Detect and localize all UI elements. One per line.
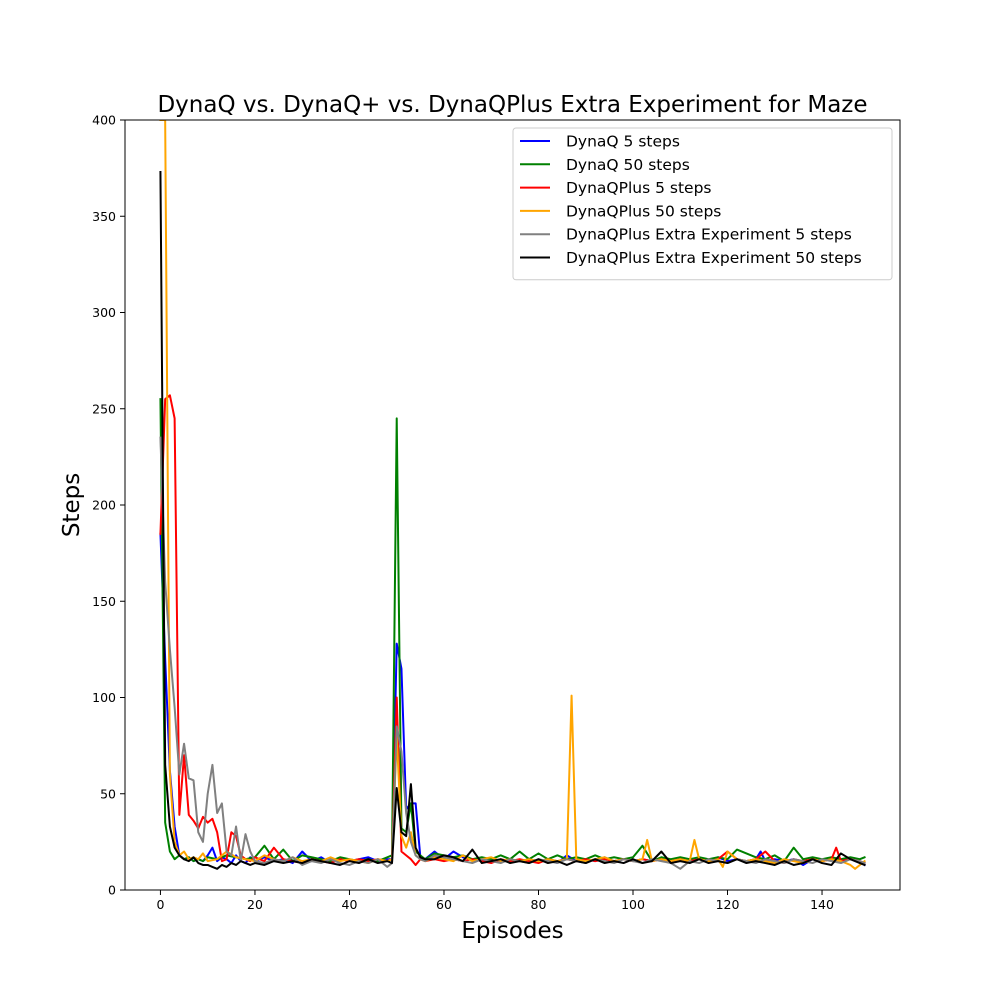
y-tick-label: 0 bbox=[108, 883, 116, 898]
y-axis-title: Steps bbox=[59, 473, 85, 537]
y-tick-label: 400 bbox=[92, 113, 116, 128]
x-tick-label: 100 bbox=[621, 897, 645, 912]
x-tick-label: 0 bbox=[156, 897, 164, 912]
x-axis: 0 20 40 60 80 100 120 140 bbox=[156, 890, 834, 912]
y-axis: 0 50 100 150 200 250 300 350 400 bbox=[92, 113, 125, 898]
y-tick-label: 350 bbox=[92, 209, 116, 224]
y-tick-label: 300 bbox=[92, 305, 116, 320]
x-axis-title: Episodes bbox=[461, 918, 563, 944]
x-tick-label: 120 bbox=[716, 897, 740, 912]
y-tick-label: 50 bbox=[100, 786, 116, 801]
legend: DynaQ 5 steps DynaQ 50 steps DynaQPlus 5 s… bbox=[512, 127, 893, 281]
y-tick-label: 200 bbox=[92, 498, 116, 513]
x-tick-label: 80 bbox=[531, 897, 547, 912]
y-tick-label: 100 bbox=[92, 690, 116, 705]
x-tick-label: 20 bbox=[247, 897, 263, 912]
x-tick-label: 60 bbox=[436, 897, 452, 912]
chart-title: DynaQ vs. DynaQ+ vs. DynaQPlus Extra Exp… bbox=[157, 92, 867, 118]
x-tick-label: 140 bbox=[810, 897, 834, 912]
y-tick-label: 250 bbox=[92, 401, 116, 416]
series-layer bbox=[159, 120, 866, 870]
legend-box bbox=[512, 127, 893, 281]
y-tick-label: 150 bbox=[92, 594, 116, 609]
legend-label: DynaQPlus Extra Experiment 50 steps bbox=[566, 249, 862, 267]
x-tick-label: 40 bbox=[342, 897, 358, 912]
series-line-6 bbox=[159, 170, 866, 870]
legend-label: DynaQPlus 50 steps bbox=[566, 202, 721, 220]
legend-label: DynaQPlus 5 steps bbox=[566, 179, 712, 197]
legend-label: DynaQPlus Extra Experiment 5 steps bbox=[566, 226, 852, 244]
legend-label: DynaQ 5 steps bbox=[566, 133, 680, 151]
legend-label: DynaQ 50 steps bbox=[566, 156, 690, 174]
